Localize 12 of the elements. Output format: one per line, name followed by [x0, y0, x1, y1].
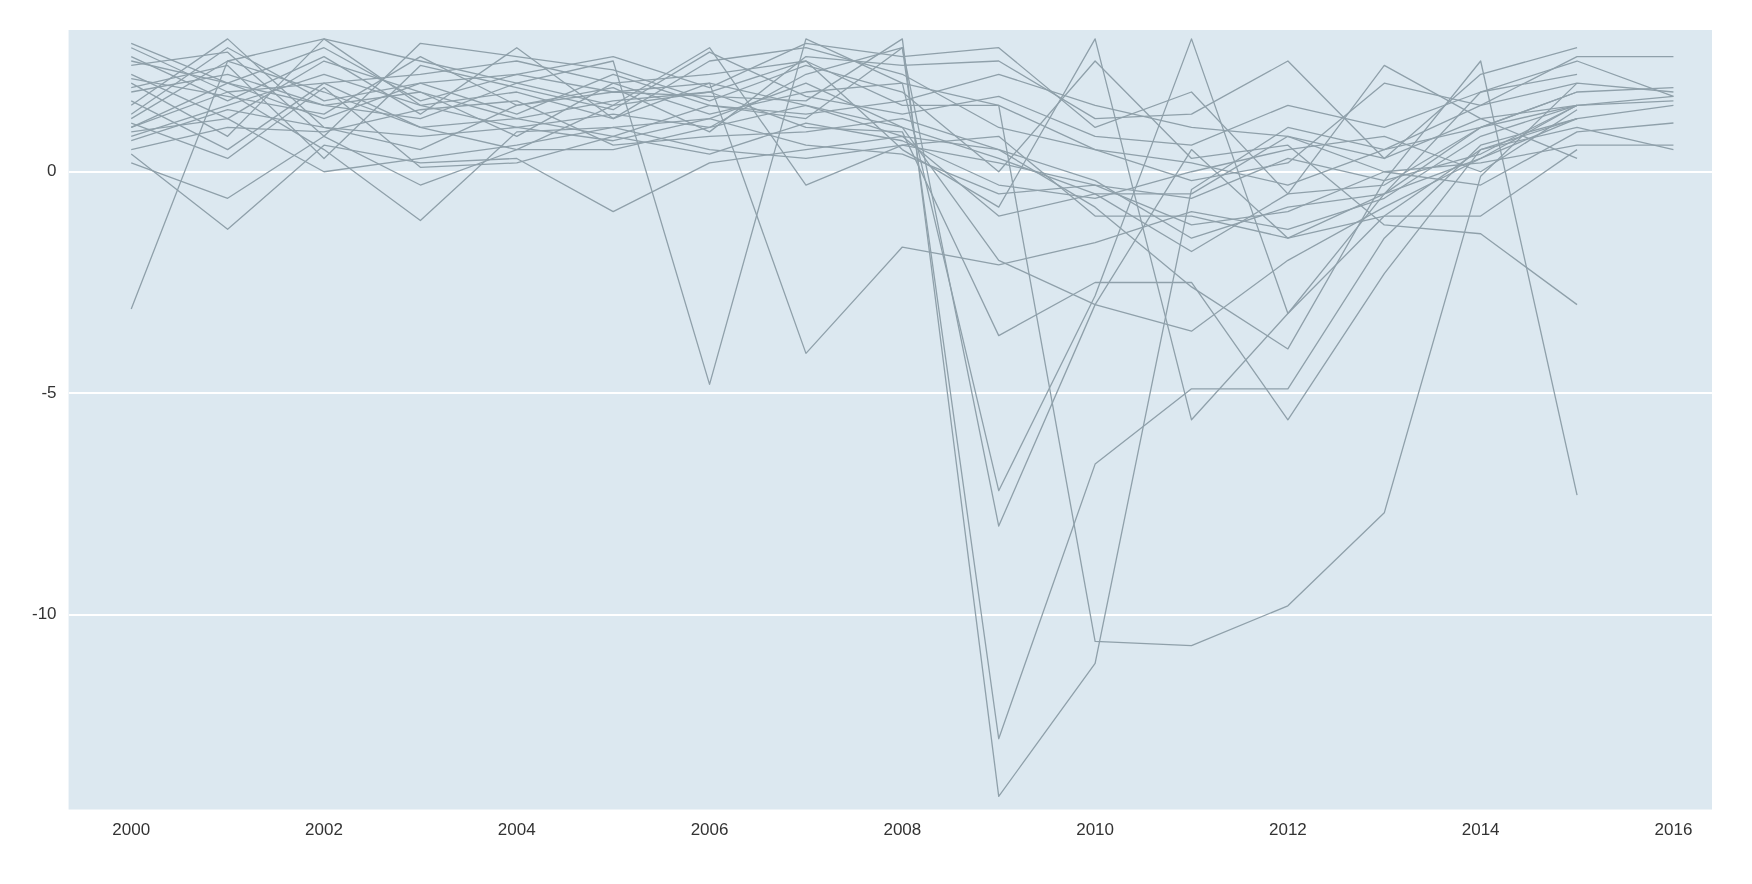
x-tick-label: 2006 — [690, 820, 729, 840]
x-tick-label: 2012 — [1268, 820, 1307, 840]
x-tick-label: 2010 — [1076, 820, 1115, 840]
x-tick-label: 2002 — [305, 820, 343, 840]
y-tick-label: -5 — [41, 382, 57, 402]
x-tick-label: 2014 — [1461, 820, 1500, 840]
x-tick-label: 2008 — [883, 820, 922, 840]
x-tick-label: 2000 — [112, 820, 151, 840]
x-tick-label: 2016 — [1654, 820, 1693, 840]
y-tick-label: 0 — [47, 161, 57, 181]
x-tick-label: 2004 — [497, 820, 536, 840]
y-tick-label: -10 — [31, 604, 57, 624]
